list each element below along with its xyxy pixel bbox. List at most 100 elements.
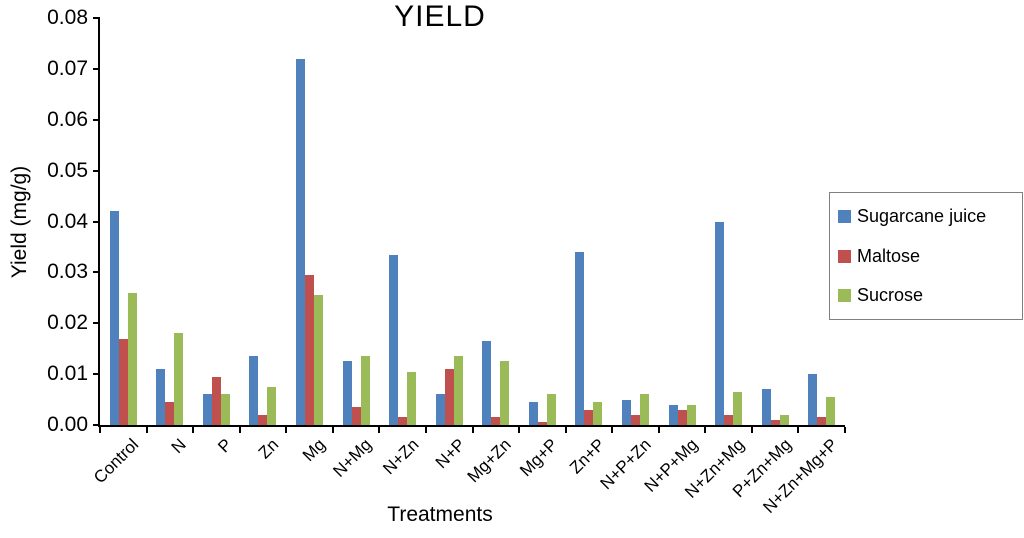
x-tick-mark (99, 427, 101, 433)
bar-sucrose (546, 394, 556, 425)
bar-maltose (630, 414, 640, 425)
x-category-label: Zn+P (565, 435, 609, 478)
x-tick-mark (797, 427, 800, 433)
bar-sucrose (733, 391, 743, 425)
bar-sugarcane-juice (482, 341, 492, 425)
y-tick-label: 0.00 (47, 413, 88, 436)
y-axis-line (98, 18, 100, 427)
x-category-label: Mg+Zn (464, 435, 516, 487)
x-tick-mark (331, 427, 334, 433)
x-tick-mark (378, 427, 381, 433)
bar-maltose (537, 422, 547, 425)
bar-sucrose (220, 394, 230, 425)
x-category-label: Control (90, 435, 143, 488)
x-tick-mark (611, 427, 614, 433)
bar-sucrose (360, 356, 370, 425)
bar-maltose (165, 402, 175, 425)
bar-maltose (584, 409, 594, 425)
y-tick-mark (93, 220, 100, 223)
bar-maltose (351, 407, 361, 425)
bar-sugarcane-juice (715, 221, 725, 425)
bar-maltose (724, 414, 734, 425)
legend-label: Maltose (857, 245, 921, 266)
bar-sugarcane-juice (621, 399, 631, 425)
bar-sucrose (267, 386, 277, 425)
y-tick-mark (93, 17, 100, 19)
bar-sugarcane-juice (668, 404, 678, 425)
bar-sugarcane-juice (761, 389, 771, 425)
bar-sugarcane-juice (575, 252, 585, 425)
x-tick-mark (657, 427, 660, 433)
bar-sucrose (174, 333, 184, 425)
y-tick-label: 0.04 (47, 209, 88, 233)
bar-sucrose (686, 404, 696, 425)
bar-maltose (817, 417, 827, 425)
y-tick-mark (93, 322, 100, 325)
bar-maltose (398, 417, 408, 425)
x-category-label: N+Zn (378, 435, 423, 479)
legend-box: Sugarcane juice Maltose Sucrose (829, 192, 1023, 320)
x-tick-mark (238, 427, 241, 433)
bar-sugarcane-juice (296, 58, 306, 425)
x-tick-mark (704, 427, 707, 433)
x-tick-mark (471, 427, 474, 433)
bar-maltose (444, 369, 454, 425)
x-tick-mark (750, 427, 753, 433)
x-axis-title: Treatments (387, 503, 493, 526)
bar-maltose (118, 338, 128, 425)
bar-sucrose (639, 394, 649, 425)
y-tick-label: 0.07 (47, 56, 88, 80)
x-category-label: Zn (254, 435, 283, 463)
y-tick-mark (93, 67, 100, 70)
bar-maltose (258, 414, 268, 425)
bar-sugarcane-juice (202, 394, 212, 425)
x-tick-mark (844, 427, 846, 433)
y-tick-label: 0.02 (47, 311, 88, 335)
x-tick-mark (518, 427, 521, 433)
y-tick-mark (93, 424, 100, 426)
bar-maltose (305, 274, 315, 425)
bar-maltose (211, 376, 221, 425)
x-tick-mark (145, 427, 148, 433)
bar-sugarcane-juice (389, 254, 399, 425)
legend-swatch-icon (838, 249, 851, 263)
legend-swatch-icon (838, 289, 851, 302)
x-tick-mark (424, 427, 427, 433)
x-category-label: N+Mg (329, 435, 376, 481)
bar-sugarcane-juice (528, 402, 538, 425)
bar-maltose (770, 419, 780, 425)
bar-sucrose (826, 397, 836, 425)
x-category-label: N (167, 435, 190, 458)
bar-sugarcane-juice (342, 361, 352, 425)
y-tick-mark (93, 271, 100, 274)
legend-entry-maltose: Maltose (838, 246, 1016, 267)
chart-title: YIELD (394, 0, 486, 33)
legend-label: Sugarcane juice (857, 206, 987, 226)
bar-sucrose (407, 371, 417, 425)
bar-sucrose (314, 295, 324, 425)
y-tick-label: 0.05 (47, 158, 88, 182)
x-category-label: P (214, 435, 236, 457)
bar-maltose (491, 417, 501, 425)
bar-sugarcane-juice (249, 356, 259, 425)
y-tick-mark (93, 373, 100, 376)
x-category-label: Mg (298, 435, 329, 466)
bar-sucrose (593, 402, 603, 425)
bar-sucrose (779, 414, 789, 425)
bar-sugarcane-juice (156, 369, 166, 425)
bar-sucrose (500, 361, 510, 425)
bar-sucrose (453, 356, 463, 425)
legend-label: Sucrose (857, 285, 924, 305)
x-axis-line (98, 425, 845, 427)
y-tick-mark (93, 169, 100, 172)
y-tick-label: 0.03 (47, 260, 88, 284)
y-tick-mark (93, 118, 100, 121)
bar-sugarcane-juice (435, 394, 445, 425)
bar-maltose (677, 409, 687, 425)
x-tick-mark (192, 427, 195, 433)
bar-sucrose (127, 292, 137, 425)
x-category-label: N+P (431, 435, 469, 473)
bar-sugarcane-juice (109, 211, 119, 425)
x-tick-mark (564, 427, 567, 433)
